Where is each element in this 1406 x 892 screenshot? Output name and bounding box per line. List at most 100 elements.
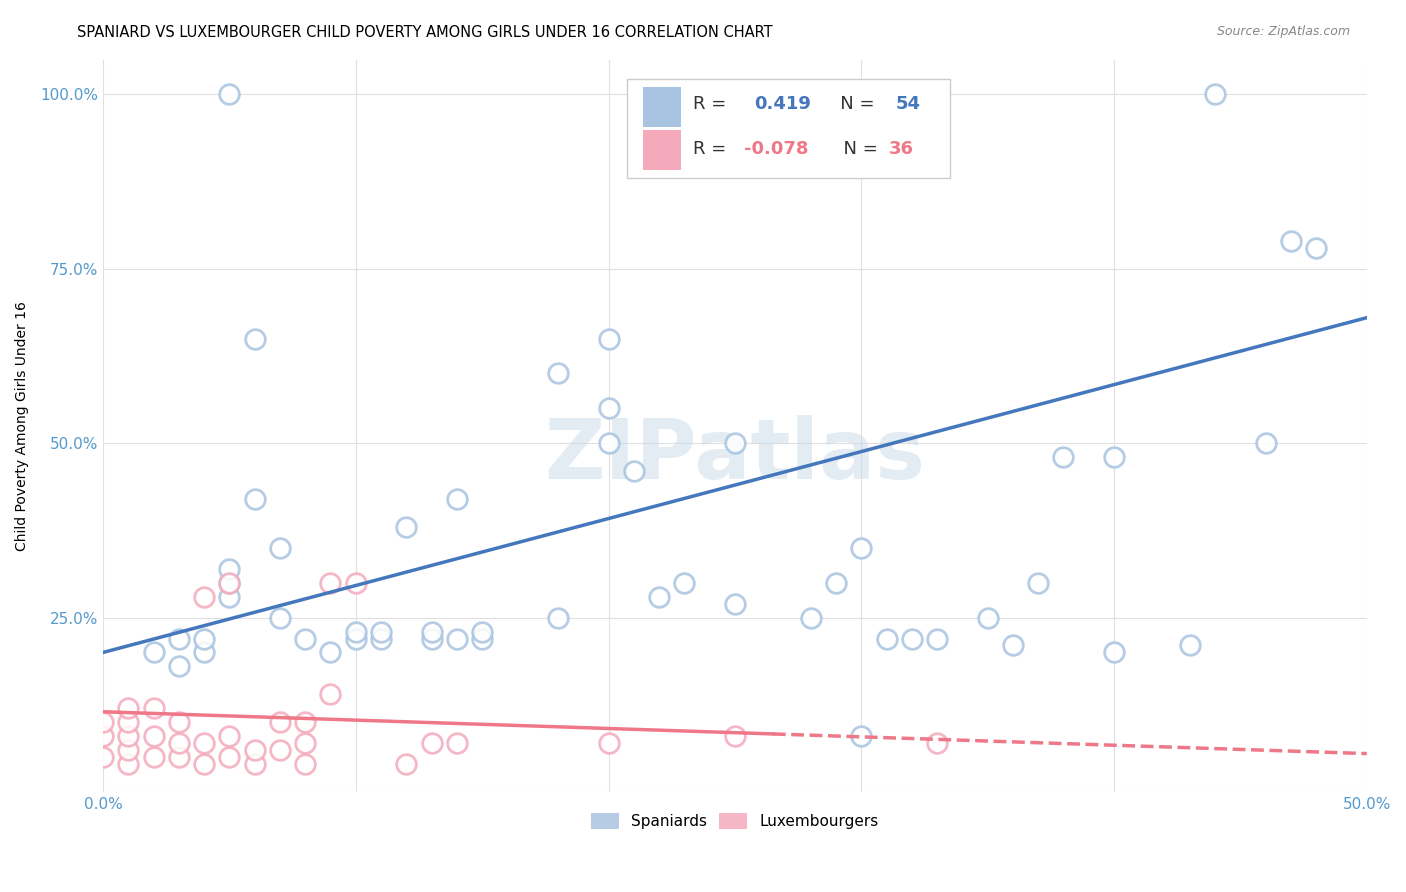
Point	[294, 632, 316, 646]
Point	[243, 491, 266, 506]
Point	[598, 332, 620, 346]
Point	[117, 701, 139, 715]
Point	[547, 610, 569, 624]
Point	[395, 757, 418, 772]
Point	[218, 575, 240, 590]
Text: ZIPatlas: ZIPatlas	[544, 415, 925, 496]
Point	[167, 736, 190, 750]
Point	[344, 632, 367, 646]
Point	[142, 750, 165, 764]
Point	[319, 645, 342, 659]
Text: R =: R =	[693, 139, 733, 158]
Point	[1279, 234, 1302, 248]
Point	[218, 87, 240, 102]
Point	[370, 624, 392, 639]
Point	[243, 757, 266, 772]
Point	[1102, 645, 1125, 659]
Point	[319, 575, 342, 590]
Point	[243, 332, 266, 346]
Point	[1052, 450, 1074, 465]
Point	[193, 736, 215, 750]
Point	[243, 743, 266, 757]
Legend: Spaniards, Luxembourgers: Spaniards, Luxembourgers	[585, 807, 884, 836]
Point	[269, 743, 291, 757]
FancyBboxPatch shape	[643, 87, 681, 127]
Point	[91, 729, 114, 743]
Point	[117, 715, 139, 730]
Point	[446, 632, 468, 646]
Point	[851, 541, 873, 555]
Point	[142, 701, 165, 715]
Point	[218, 750, 240, 764]
Point	[724, 436, 747, 450]
Point	[269, 541, 291, 555]
Point	[547, 367, 569, 381]
Point	[1305, 241, 1327, 255]
Point	[420, 632, 443, 646]
Point	[876, 632, 898, 646]
Point	[800, 610, 823, 624]
Text: Source: ZipAtlas.com: Source: ZipAtlas.com	[1216, 25, 1350, 38]
Point	[193, 645, 215, 659]
Point	[117, 757, 139, 772]
FancyBboxPatch shape	[627, 79, 949, 178]
Point	[167, 715, 190, 730]
Point	[598, 401, 620, 416]
Text: -0.078: -0.078	[744, 139, 808, 158]
Point	[724, 597, 747, 611]
Point	[91, 715, 114, 730]
Point	[598, 736, 620, 750]
Text: 54: 54	[896, 95, 921, 113]
Point	[927, 736, 949, 750]
Point	[648, 590, 671, 604]
Point	[193, 757, 215, 772]
Text: 36: 36	[889, 139, 914, 158]
Point	[420, 736, 443, 750]
Point	[294, 736, 316, 750]
Point	[91, 750, 114, 764]
Point	[471, 624, 494, 639]
Point	[167, 659, 190, 673]
Point	[218, 562, 240, 576]
Point	[142, 729, 165, 743]
Point	[167, 750, 190, 764]
Point	[471, 632, 494, 646]
Point	[344, 575, 367, 590]
Text: SPANIARD VS LUXEMBOURGER CHILD POVERTY AMONG GIRLS UNDER 16 CORRELATION CHART: SPANIARD VS LUXEMBOURGER CHILD POVERTY A…	[77, 25, 773, 40]
Point	[344, 624, 367, 639]
Point	[294, 715, 316, 730]
Point	[1254, 436, 1277, 450]
Point	[446, 736, 468, 750]
Point	[901, 632, 924, 646]
Point	[1102, 450, 1125, 465]
Point	[395, 520, 418, 534]
Point	[370, 632, 392, 646]
Point	[117, 729, 139, 743]
Point	[193, 632, 215, 646]
Point	[269, 715, 291, 730]
Text: R =: R =	[693, 95, 738, 113]
Y-axis label: Child Poverty Among Girls Under 16: Child Poverty Among Girls Under 16	[15, 301, 30, 550]
Point	[142, 645, 165, 659]
Point	[193, 590, 215, 604]
Point	[269, 610, 291, 624]
Point	[724, 729, 747, 743]
Point	[976, 610, 998, 624]
Point	[294, 757, 316, 772]
Point	[1026, 575, 1049, 590]
Point	[117, 743, 139, 757]
Point	[927, 632, 949, 646]
Point	[446, 491, 468, 506]
Text: N =: N =	[824, 95, 880, 113]
Point	[673, 575, 696, 590]
Point	[623, 464, 645, 478]
Point	[1204, 87, 1226, 102]
Point	[420, 624, 443, 639]
Point	[218, 729, 240, 743]
Point	[851, 729, 873, 743]
Point	[218, 590, 240, 604]
Point	[1178, 639, 1201, 653]
Point	[598, 436, 620, 450]
Text: 0.419: 0.419	[754, 95, 811, 113]
FancyBboxPatch shape	[643, 130, 681, 170]
